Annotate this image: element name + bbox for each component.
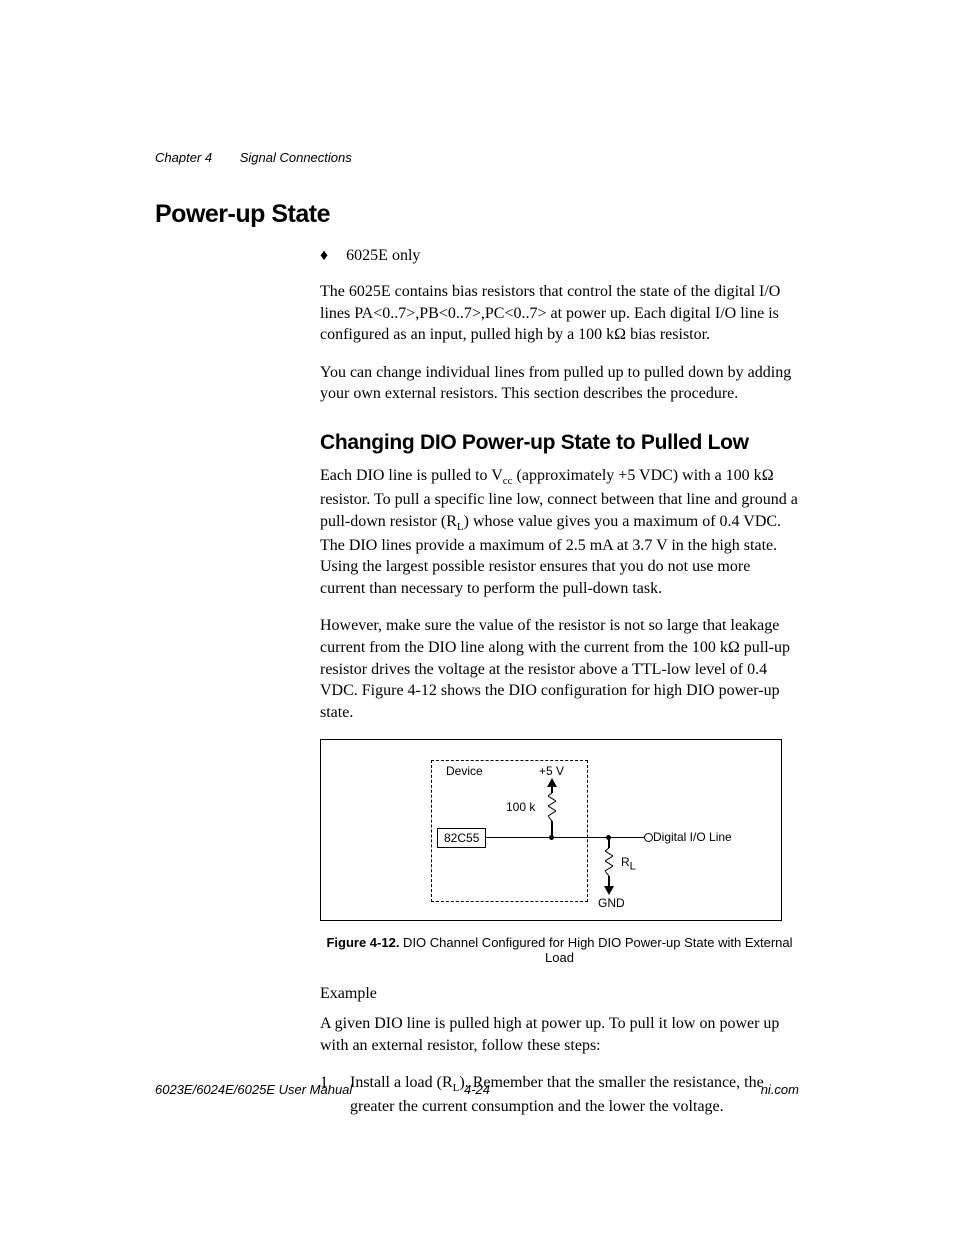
running-header: Chapter 4 Signal Connections	[155, 150, 352, 165]
paragraph-pulled-vcc: Each DIO line is pulled to Vcc (approxim…	[320, 465, 799, 599]
example-label: Example	[320, 983, 799, 1005]
footer-page-number: 4-24	[155, 1082, 799, 1097]
figure-caption: Figure 4-12. DIO Channel Configured for …	[320, 935, 799, 965]
figure-4-12: Device +5 V 100 k 82C55 Digital I/O Line…	[320, 739, 782, 921]
page: Chapter 4 Signal Connections Power-up St…	[0, 0, 954, 1235]
bullet-text: 6025E only	[346, 247, 420, 264]
ohm-symbol: Ω	[762, 467, 774, 484]
section-title: Signal Connections	[240, 150, 352, 165]
wire	[608, 838, 610, 848]
body-block: ♦ 6025E only The 6025E contains bias res…	[320, 247, 799, 1118]
paragraph-leakage: However, make sure the value of the resi…	[320, 615, 799, 723]
heading-changing-dio: Changing DIO Power-up State to Pulled Lo…	[320, 431, 799, 455]
ohm-symbol: Ω	[728, 639, 740, 656]
diamond-bullet-icon: ♦	[320, 247, 328, 264]
arrowhead-up-icon	[547, 778, 557, 787]
label-gnd: GND	[598, 896, 625, 910]
paragraph-bias-resistors: The 6025E contains bias resistors that c…	[320, 281, 799, 346]
ohm-symbol: Ω	[614, 326, 626, 343]
label-RL: RL	[621, 855, 636, 872]
paragraph-change-lines: You can change individual lines from pul…	[320, 362, 799, 405]
wire	[608, 876, 610, 886]
label-5v: +5 V	[539, 764, 564, 778]
wire	[486, 837, 648, 838]
resistor-RL	[605, 848, 613, 876]
resistor-100k	[548, 793, 556, 821]
heading-powerup-state: Power-up State	[155, 200, 799, 229]
arrowhead-down-icon	[604, 886, 614, 895]
node-terminal	[644, 833, 653, 842]
label-dio-line: Digital I/O Line	[653, 830, 732, 844]
bullet-6025e-only: ♦ 6025E only	[320, 247, 799, 265]
page-footer: 6023E/6024E/6025E User Manual 4-24 ni.co…	[155, 1082, 799, 1097]
paragraph-example-intro: A given DIO line is pulled high at power…	[320, 1013, 799, 1056]
chip-82c55: 82C55	[437, 828, 486, 848]
label-device: Device	[446, 764, 483, 778]
label-100k: 100 k	[506, 800, 535, 814]
chapter-number: Chapter 4	[155, 150, 212, 165]
